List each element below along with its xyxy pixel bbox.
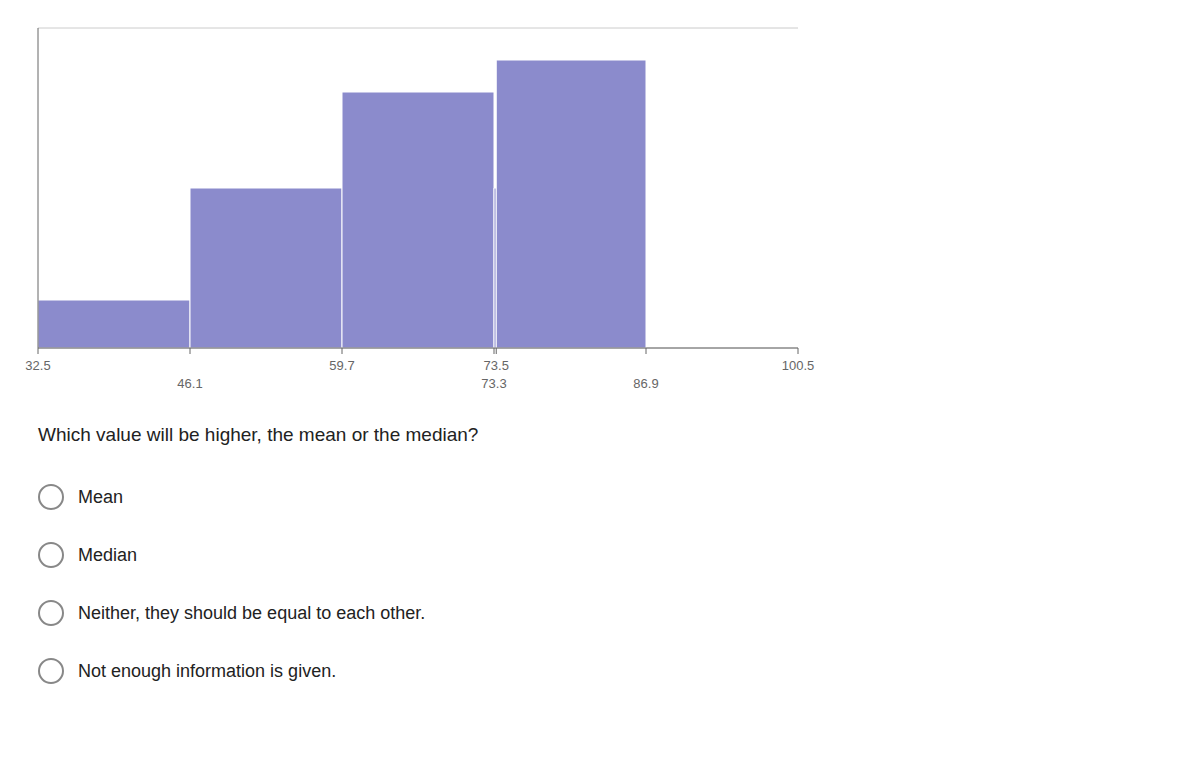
svg-text:59.7: 59.7 <box>329 358 354 373</box>
html-text:Not enough information is give: Not enough information is given. <box>78 660 337 681</box>
svg-text:32.5: 32.5 <box>25 358 50 373</box>
svg-text:86.9: 86.9 <box>633 376 658 391</box>
html-text:Neither, they should be equal: Neither, they should be equal to each ot… <box>78 602 426 623</box>
html-text:Which value will be higher, th: Which value will be higher, the mean or … <box>38 424 479 445</box>
svg-text:73.5: 73.5 <box>484 358 509 373</box>
svg-text:100.5: 100.5 <box>782 358 815 373</box>
html-text:Median: Median <box>78 544 137 565</box>
svg-text:73.3: 73.3 <box>481 376 506 391</box>
html-text:Mean: Mean <box>78 486 123 507</box>
svg-text:46.1: 46.1 <box>177 376 202 391</box>
